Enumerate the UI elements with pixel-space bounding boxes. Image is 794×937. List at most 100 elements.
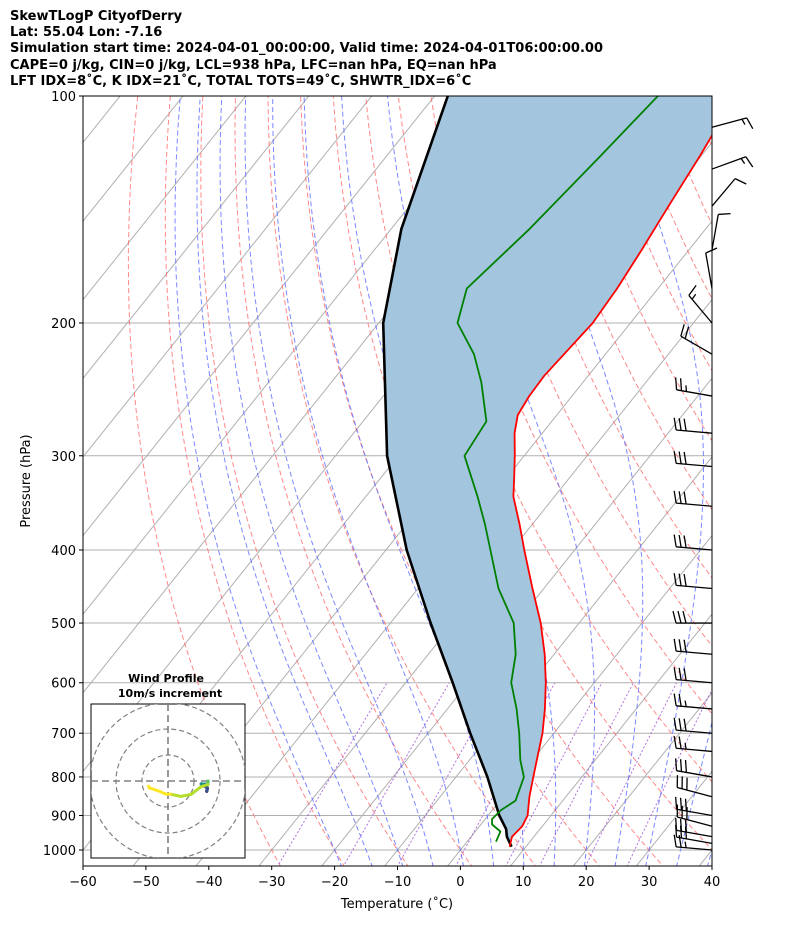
barb-flag <box>673 693 677 706</box>
y-tick-label: 200 <box>51 317 76 332</box>
mixing-ratio-line <box>342 682 450 866</box>
barb-half-flag <box>740 158 746 164</box>
isotherm-line <box>572 691 712 866</box>
x-tick-label: 30 <box>641 875 658 890</box>
isotherm-line <box>83 96 373 458</box>
barb-shaft <box>711 156 747 170</box>
cape-shading <box>383 96 712 847</box>
wind-barb <box>711 212 731 251</box>
barb-flag <box>672 610 677 624</box>
barb-shaft <box>676 808 713 817</box>
barb-shaft <box>676 729 713 734</box>
moist-adiabat <box>617 96 704 866</box>
barb-flag <box>718 212 731 216</box>
y-tick-label: 900 <box>51 810 76 825</box>
chart-title: SkewTLogP CityofDerry <box>10 9 183 24</box>
barb-flag <box>673 573 677 586</box>
barb-shaft <box>676 389 713 397</box>
hodograph-segment <box>147 786 161 793</box>
barb-flag <box>678 736 682 749</box>
dry-adiabat <box>365 96 712 851</box>
barb-flag <box>673 667 677 680</box>
wind-barb <box>673 667 713 684</box>
barb-half-flag <box>684 742 687 750</box>
x-tick-label: −40 <box>195 875 222 890</box>
barb-shaft <box>705 252 713 289</box>
inset-subtitle: 10m/s increment <box>118 687 222 700</box>
mixing-ratio-line <box>277 682 388 866</box>
dry-adiabat <box>164 96 345 866</box>
barb-flag <box>678 491 682 504</box>
barb-shaft <box>676 836 713 845</box>
barb-flag <box>673 735 677 749</box>
moist-adiabat <box>444 96 596 866</box>
barb-shaft <box>680 335 713 355</box>
dry-adiabat <box>789 96 794 881</box>
barb-flag <box>675 796 678 810</box>
wind-barbs <box>672 117 754 851</box>
wind-barb <box>673 451 713 468</box>
barb-flag <box>684 798 688 812</box>
barb-flag <box>705 247 718 254</box>
barb-flag <box>688 285 697 296</box>
dry-adiabat <box>495 96 712 579</box>
barb-shaft <box>676 429 713 434</box>
dry-adiabat <box>200 96 409 866</box>
barb-flag <box>746 117 754 130</box>
barb-flag <box>675 818 678 831</box>
barb-shaft <box>676 546 713 551</box>
hodograph-segment <box>179 792 193 798</box>
moist-adiabat <box>244 96 434 866</box>
isotherm-line <box>83 96 310 380</box>
barb-flag <box>683 535 687 548</box>
temperature-line <box>508 133 712 847</box>
barb-flag <box>684 760 688 773</box>
barb-flag <box>678 573 682 586</box>
mixing-ratio-line <box>585 682 677 866</box>
hodograph-segment <box>189 785 203 796</box>
isotherm-line <box>83 96 184 222</box>
wind-barb <box>711 156 754 170</box>
isotherm-line <box>321 377 712 866</box>
dry-adiabat <box>127 96 281 866</box>
barb-flag <box>679 378 683 391</box>
stability-params: CAPE=0 j/kg, CIN=0 j/kg, LCL=938 hPa, LF… <box>10 58 497 73</box>
wind-barb <box>673 417 713 434</box>
barb-shaft <box>676 462 713 468</box>
barb-flag <box>745 156 754 168</box>
moist-adiabat <box>676 720 712 866</box>
barb-shaft <box>676 770 713 778</box>
moist-adiabat <box>196 96 373 866</box>
barb-flag <box>683 668 687 681</box>
barb-flag <box>673 834 677 847</box>
isotherm-line <box>83 96 436 537</box>
barb-shaft <box>688 294 713 324</box>
barb-shaft <box>676 846 713 851</box>
barb-flag <box>683 718 687 732</box>
barb-shaft <box>711 117 747 128</box>
index-params: LFT IDX=8˚C, K IDX=21˚C, TOTAL TOTS=49˚C… <box>10 74 472 89</box>
barb-shaft <box>711 178 736 207</box>
barb-half-flag <box>691 293 697 300</box>
wind-barb <box>711 117 754 130</box>
wind-barb <box>673 534 713 551</box>
x-tick-label: 10 <box>515 875 532 890</box>
inset-title: Wind Profile <box>128 672 204 685</box>
wind-barb <box>676 775 713 798</box>
barb-flag <box>679 797 683 811</box>
wind-barb <box>675 758 713 778</box>
barb-flag <box>683 418 687 432</box>
barb-half-flag <box>741 118 746 125</box>
barb-flag <box>683 451 687 465</box>
barb-flag <box>673 451 677 464</box>
barb-shaft <box>676 705 713 710</box>
wind-profile-inset: Wind Profile 10m/s increment <box>90 672 246 859</box>
barb-shaft <box>676 829 713 838</box>
isotherm-line <box>509 613 712 866</box>
dry-adiabat <box>234 96 473 866</box>
profile-layer <box>381 96 712 848</box>
barb-flag <box>678 639 682 652</box>
barb-shaft <box>676 584 713 590</box>
y-tick-label: 100 <box>51 90 76 105</box>
